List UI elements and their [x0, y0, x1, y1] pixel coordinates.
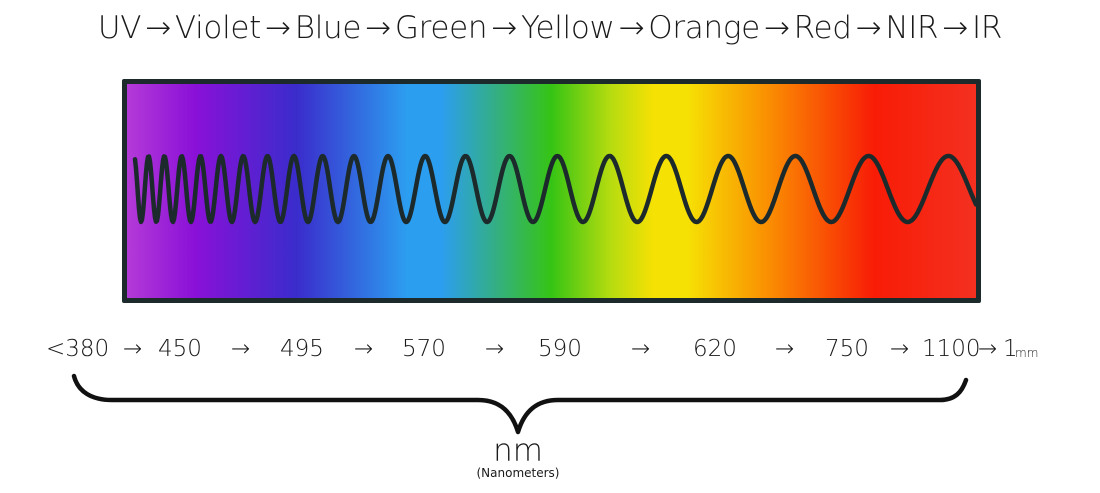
- band-label-orange: Orange: [648, 10, 760, 46]
- spectrum-bar: [122, 79, 981, 303]
- unit-label: nm: [493, 433, 543, 469]
- arrow-icon: →: [978, 336, 998, 362]
- spectrum-order-heading: UV → Violet → Blue → Green → Yellow → Orange → Red → N…: [0, 10, 1100, 46]
- wavelength-value: 590: [538, 336, 582, 362]
- wavelength-value: 1: [1003, 336, 1018, 362]
- wavelength-value: 1100: [922, 336, 981, 362]
- arrow-icon: →: [618, 10, 645, 46]
- arrow-icon: →: [231, 336, 251, 362]
- wavelength-wave-icon: [132, 153, 976, 225]
- arrow-icon: →: [631, 336, 651, 362]
- arrow-icon: →: [491, 10, 517, 46]
- arrow-icon: →: [763, 10, 790, 46]
- arrow-icon: →: [942, 10, 968, 46]
- arrow-icon: →: [354, 336, 374, 362]
- wavelength-value: 450: [158, 336, 202, 362]
- arrow-icon: →: [265, 10, 291, 46]
- band-label-uv: UV: [97, 10, 142, 46]
- arrow-icon: →: [123, 336, 143, 362]
- wavelength-scale: <380 → 450 → 495 → 570 → 590 → 620 → 750 → 1100 → 1 mm: [0, 336, 1100, 376]
- band-label-violet: Violet: [174, 10, 262, 46]
- color-gradient: [127, 84, 976, 298]
- wavelength-value: 750: [825, 336, 869, 362]
- wavelength-value: 620: [693, 336, 737, 362]
- unit-sublabel: (Nanometers): [476, 466, 560, 480]
- arrow-icon: →: [855, 10, 882, 46]
- band-label-blue: Blue: [294, 10, 362, 46]
- wavelength-value: 570: [402, 336, 446, 362]
- arrow-icon: →: [485, 336, 505, 362]
- arrow-icon: →: [145, 10, 171, 46]
- arrow-icon: →: [890, 336, 910, 362]
- band-label-green: Green: [394, 10, 488, 46]
- wavelength-value: <380: [46, 336, 110, 362]
- band-label-yellow: Yellow: [520, 10, 615, 46]
- arrow-icon: →: [365, 10, 391, 46]
- arrow-icon: →: [775, 336, 795, 362]
- band-label-red: Red: [793, 10, 852, 46]
- wavelength-value: 495: [280, 336, 324, 362]
- band-label-nir: NIR: [885, 10, 939, 46]
- unit-mm-label: mm: [1015, 346, 1039, 360]
- band-label-ir: IR: [971, 10, 1003, 46]
